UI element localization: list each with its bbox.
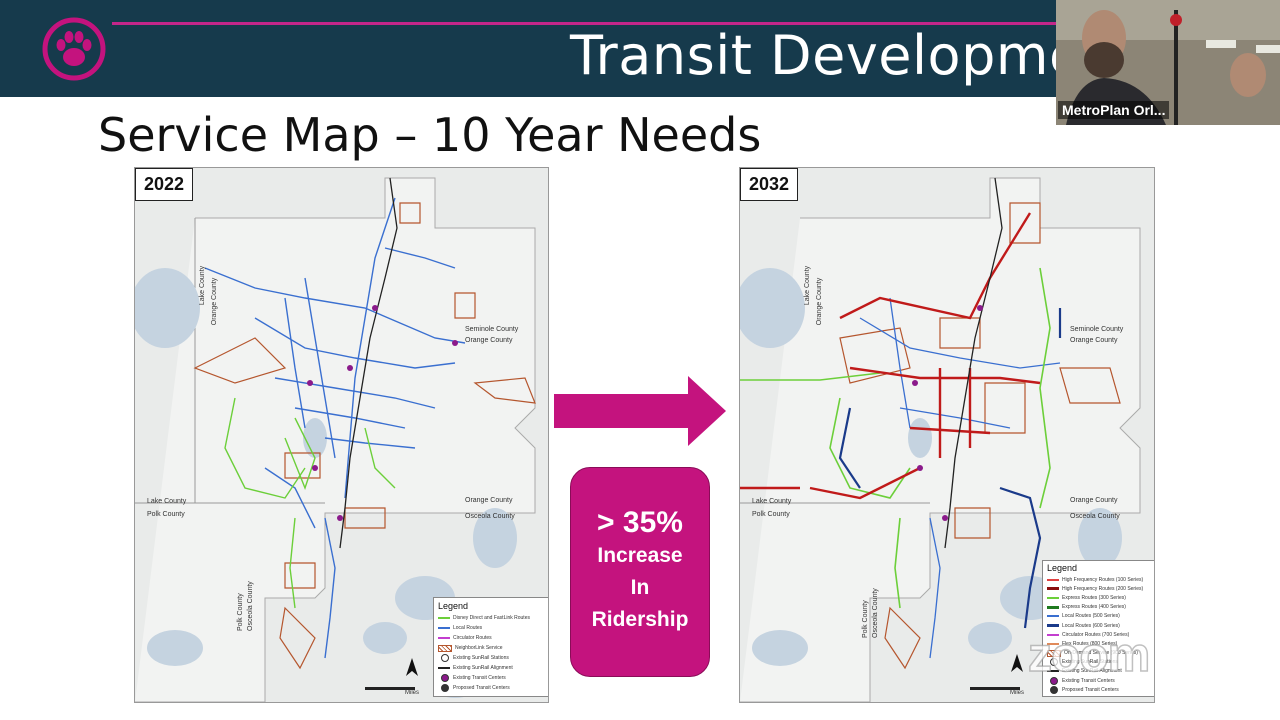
- legend-item: Local Routes (500 Series): [1047, 612, 1151, 621]
- slide-title: Service Map – 10 Year Needs: [98, 108, 762, 162]
- zoom-watermark: zoom: [1027, 628, 1151, 683]
- county-label-lake: Lake County: [804, 265, 812, 306]
- scale-unit-label: Miles: [1010, 690, 1025, 696]
- callout-line-3: Ridership: [591, 608, 689, 631]
- legend-item: Local Routes (600 Series): [1047, 621, 1151, 630]
- map-2032-year-label: 2032: [740, 168, 799, 201]
- legend-item: High Frequency Routes (100 Series): [1047, 575, 1151, 584]
- county-label-orange-west: Orange County: [211, 277, 219, 326]
- right-arrow-icon: [554, 376, 726, 446]
- legend-item: Existing SunRail Alignment: [438, 663, 546, 673]
- legend-item: Circulator Routes (700 Series): [1047, 630, 1151, 639]
- county-label-lake-south: Lake County: [147, 498, 187, 505]
- map-2022-year-label: 2022: [135, 168, 194, 201]
- county-label-seminole: Seminole County: [1070, 326, 1124, 333]
- legend-title: Legend: [1047, 563, 1078, 573]
- county-label-polk-vertical: Polk County: [237, 593, 244, 631]
- county-label-orange-north: Orange County: [1070, 337, 1118, 344]
- callout-line-2: In: [630, 576, 650, 599]
- county-label-osceola-vertical: Osceola County: [247, 581, 254, 631]
- legend-item: Existing SunRail Stations: [1047, 658, 1151, 667]
- legend-item: Circulator Routes: [438, 633, 546, 643]
- header-accent-rule: [112, 22, 1056, 25]
- legend-item: Express Routes (400 Series): [1047, 603, 1151, 612]
- callout-stat: > 35%: [597, 506, 683, 539]
- legend-item: Existing Transit Centers: [438, 673, 546, 683]
- service-map-2032: 2032 Lake County Orange County Seminole …: [739, 167, 1155, 703]
- county-label-polk: Polk County: [752, 511, 790, 518]
- legend-item: High Frequency Routes (200 Series): [1047, 584, 1151, 593]
- county-label-polk-vertical: Polk County: [862, 600, 869, 638]
- county-label-lake: Lake County: [199, 265, 207, 306]
- legend-item: NeighborLink Service: [438, 643, 546, 653]
- legend-item: Flex Routes (800 Series): [1047, 639, 1151, 648]
- map-2032-legend: Legend High Frequency Routes (100 Series…: [1042, 560, 1154, 698]
- webcam-participant-name: MetroPlan Orl...: [1058, 101, 1170, 119]
- legend-item: Proposed Transit Centers: [438, 683, 546, 693]
- county-label-orange-east: Orange County: [1070, 497, 1118, 504]
- county-label-osceola: Osceola County: [465, 513, 515, 520]
- county-label-seminole: Seminole County: [465, 326, 519, 333]
- legend-item: Proposed Transit Centers: [1047, 685, 1151, 694]
- legend-item: On-Demand Service (900 Series): [1047, 649, 1151, 658]
- county-label-osceola-vertical: Osceola County: [872, 588, 879, 638]
- legend-item: Express Routes (300 Series): [1047, 593, 1151, 602]
- ridership-callout: > 35% Increase In Ridership: [570, 467, 710, 677]
- county-label-orange-west: Orange County: [816, 277, 824, 326]
- legend-item: Existing Transit Centers: [1047, 676, 1151, 685]
- county-label-orange-east: Orange County: [465, 497, 513, 504]
- legend-item: Existing SunRail Stations: [438, 653, 546, 663]
- map-2032-graphic: [740, 177, 1141, 702]
- paw-logo-icon: [42, 17, 106, 81]
- callout-line-1: Increase: [597, 544, 683, 567]
- scale-unit-label: Miles: [405, 690, 420, 696]
- service-map-2022: 2022 Lake County Orange County Seminole …: [134, 167, 549, 703]
- slide-header-title: Transit Developmen: [570, 24, 1118, 87]
- county-label-orange-north: Orange County: [465, 337, 513, 344]
- legend-title: Legend: [438, 601, 469, 611]
- north-arrow-icon: [406, 658, 418, 676]
- county-label-osceola: Osceola County: [1070, 513, 1120, 520]
- map-2022-legend: Legend Disney Direct and FastLink Routes…: [433, 597, 548, 697]
- north-arrow-icon: [1011, 654, 1023, 672]
- legend-item: Local Routes: [438, 623, 546, 633]
- county-label-lake-south: Lake County: [752, 498, 792, 505]
- legend-item: Disney Direct and FastLink Routes: [438, 613, 546, 623]
- legend-item: Existing SunRail Alignment: [1047, 667, 1151, 676]
- county-label-polk: Polk County: [147, 511, 185, 518]
